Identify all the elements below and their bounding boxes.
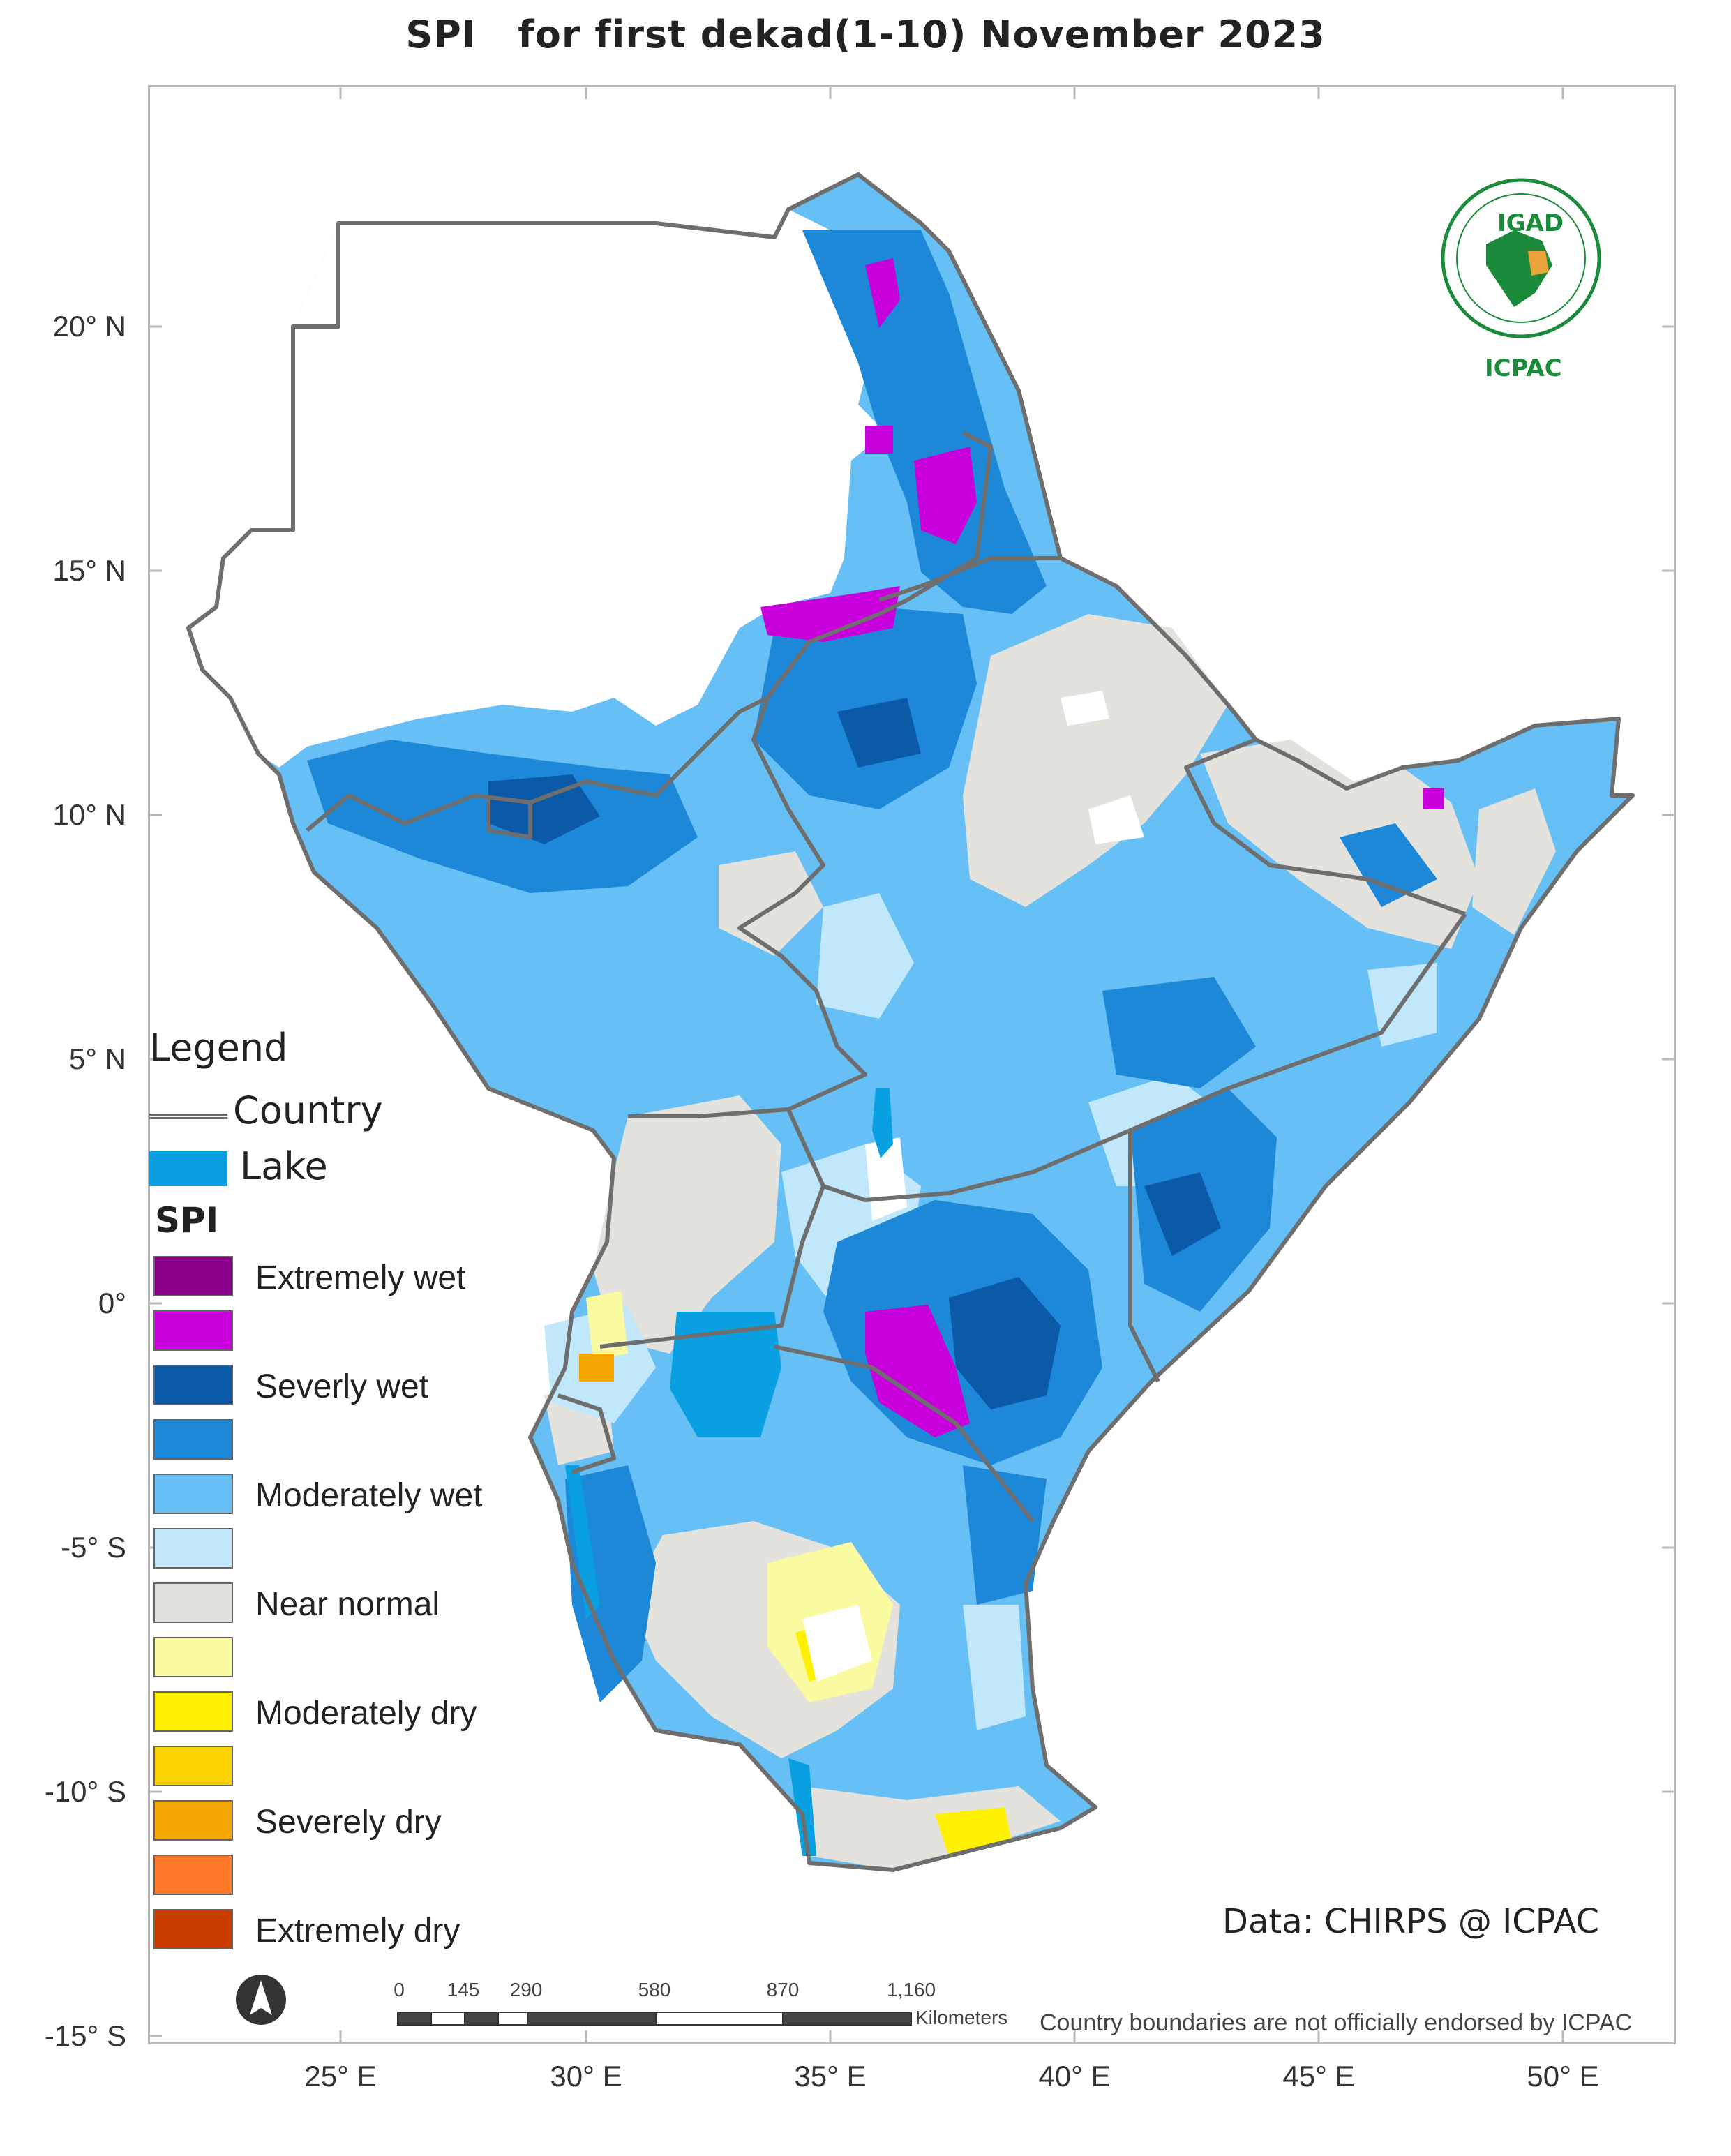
scale-tick-label: 580 (638, 1979, 671, 2000)
scale-tick-label: 1,160 (886, 1979, 936, 2000)
scale-tick-label: 290 (509, 1979, 543, 2000)
spi-class-swatch (153, 1909, 233, 1949)
scale-bar (397, 2012, 912, 2026)
spi-class-swatch (153, 1256, 233, 1296)
scale-tick-label: 0 (394, 1979, 405, 2000)
lon-label-35e: 35° E (794, 2060, 867, 2093)
wet-areas (307, 230, 1437, 1702)
near-normal-areas (544, 614, 1556, 1870)
spi-class-swatch (153, 1800, 233, 1841)
spi-class-label: Severly wet (255, 1368, 429, 1405)
north-arrow-icon (236, 1975, 286, 2025)
lat-label-15n: 15° N (52, 554, 126, 587)
spi-class-label: Near normal (255, 1586, 440, 1623)
spi-class-swatch (153, 1365, 233, 1405)
lake-victoria (670, 1312, 781, 1437)
spi-class-swatch (153, 1746, 233, 1786)
lat-label-10n: 10° N (52, 798, 126, 831)
spi-class-swatch (153, 1474, 233, 1514)
scale-unit-label: Kilometers (915, 2007, 1008, 2028)
data-credit: Data: CHIRPS @ ICPAC (1222, 1902, 1600, 1941)
spi-class-label: Extremely wet (255, 1259, 466, 1296)
spi-class-label: Severely dry (255, 1804, 442, 1841)
boundary-disclaimer: Country boundaries are not officially en… (1040, 2009, 1633, 2036)
lon-label-45e: 45° E (1282, 2060, 1355, 2093)
legend-title: Legend (149, 1026, 288, 1070)
lake-tanganyika (565, 1465, 600, 1619)
logo-name-label: IGAD (1497, 209, 1564, 237)
lat-label-0: 0° (98, 1287, 126, 1319)
lat-label-5s: -5° S (61, 1531, 126, 1564)
map-title: SPI for first dekad(1-10) November 2023 (405, 13, 1326, 57)
scale-tick-label: 870 (766, 1979, 800, 2000)
spi-class-swatch (153, 1310, 233, 1351)
scale-tick-label: 145 (447, 1979, 480, 2000)
lake-swatch (149, 1151, 227, 1186)
spi-class-swatch (153, 1691, 233, 1732)
lake-turkana (872, 1088, 893, 1158)
spi-legend-title: SPI (155, 1200, 219, 1241)
legend-lake-label: Lake (240, 1144, 328, 1188)
lat-label-15s: -15° S (44, 2019, 126, 2052)
spi-class-label: Extremely dry (255, 1912, 460, 1949)
map-frame (148, 85, 1676, 2044)
lat-label-10s: -10° S (44, 1775, 126, 1808)
country-borders (186, 172, 1635, 1872)
extremely-wet-areas (760, 258, 1444, 1437)
lake-malawi (788, 1758, 816, 1856)
country-line-swatch (149, 1114, 227, 1119)
no-data-patches (802, 691, 1144, 1682)
spi-class-swatch (153, 1855, 233, 1895)
lon-label-25e: 25° E (304, 2060, 377, 2093)
lon-label-40e: 40° E (1038, 2060, 1111, 2093)
logo-org-label: ICPAC (1485, 354, 1562, 382)
legend-country-label: Country (233, 1088, 383, 1132)
severely-wet-areas (488, 698, 1221, 1409)
igad-logo (1441, 178, 1601, 338)
lon-label-30e: 30° E (550, 2060, 622, 2093)
frame-ticks (148, 85, 1676, 2044)
spi-class-swatch (153, 1637, 233, 1677)
lat-label-20n: 20° N (52, 310, 126, 343)
spi-class-swatch (153, 1419, 233, 1460)
lat-label-5n: 5° N (68, 1042, 126, 1075)
lakes (565, 1088, 893, 1856)
spi-class-swatch (153, 1582, 233, 1623)
spi-class-label: Moderately wet (255, 1477, 483, 1514)
spi-class-swatch (153, 1528, 233, 1569)
lon-label-50e: 50° E (1527, 2060, 1599, 2093)
spi-class-label: Moderately dry (255, 1695, 477, 1732)
no-data-desert (188, 209, 886, 768)
